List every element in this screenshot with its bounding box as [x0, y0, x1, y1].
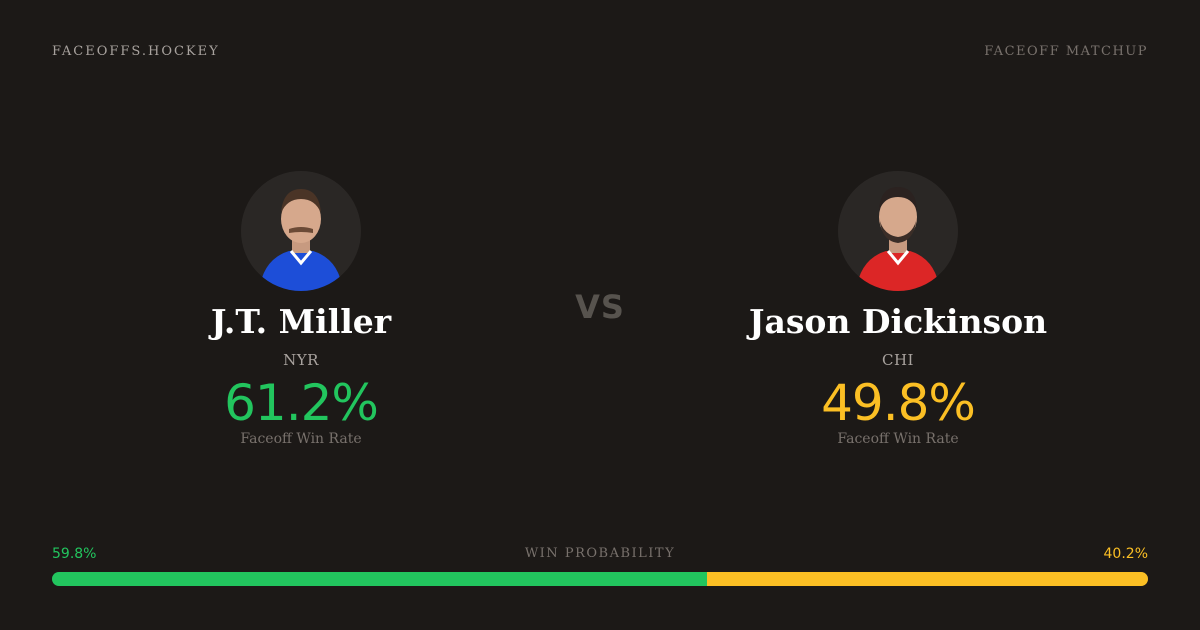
win-rate-label: Faceoff Win Rate — [240, 431, 362, 447]
win-probability-title: WIN PROBABILITY — [524, 546, 676, 561]
win-probability-right: 40.2% — [1103, 546, 1148, 562]
faceoff-win-rate: 49.8% — [821, 374, 976, 432]
team-abbreviation: CHI — [882, 351, 914, 369]
win-probability-left: 59.8% — [52, 546, 97, 562]
faceoff-win-rate: 61.2% — [224, 374, 379, 432]
team-abbreviation: NYR — [283, 351, 319, 369]
player-name[interactable]: J.T. Miller — [210, 302, 392, 341]
player-card-left: J.T. Miller NYR 61.2% Faceoff Win Rate — [101, 171, 501, 447]
player-card-right: Jason Dickinson CHI 49.8% Faceoff Win Ra… — [698, 171, 1098, 447]
win-rate-label: Faceoff Win Rate — [837, 431, 959, 447]
player-headshot-icon — [838, 171, 958, 291]
vs-separator: VS — [575, 288, 625, 326]
win-probability-bar — [52, 572, 1148, 586]
page-label: FACEOFF MATCHUP — [984, 44, 1148, 59]
player-name[interactable]: Jason Dickinson — [748, 302, 1048, 341]
win-probability-bar-left — [52, 572, 708, 586]
player-headshot-icon — [241, 171, 361, 291]
win-probability-bar-right — [707, 572, 1148, 586]
brand-logo[interactable]: FACEOFFS.HOCKEY — [52, 44, 220, 59]
